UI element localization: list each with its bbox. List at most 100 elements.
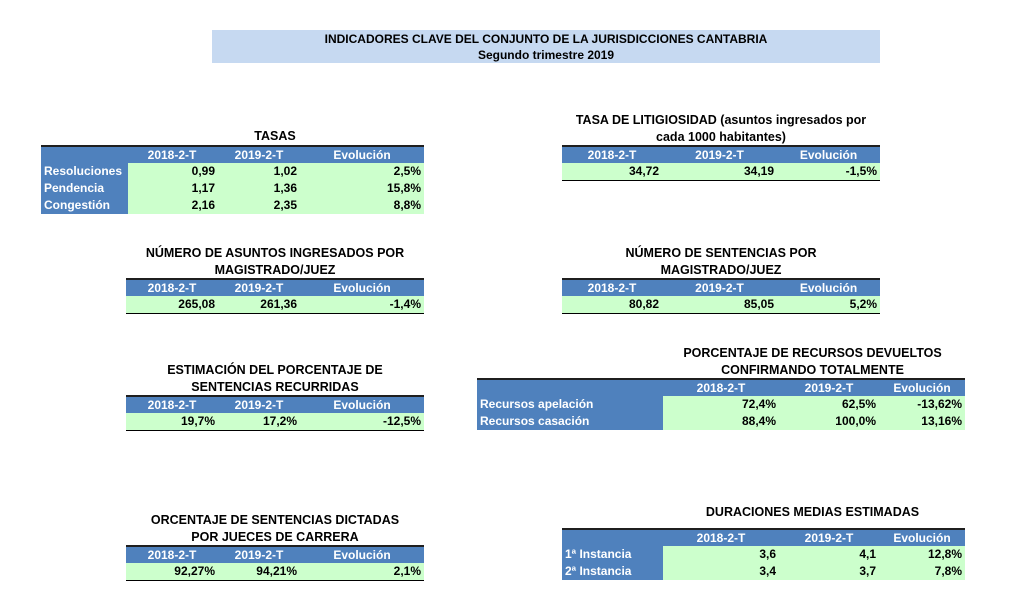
cell-evolucion: 2,5% <box>300 163 424 180</box>
cell-evolucion: -1,4% <box>300 296 424 313</box>
col-2018: 2018-2-T <box>147 548 197 562</box>
col-evolucion: Evolución <box>893 531 951 545</box>
table-row: 265,08 261,36 -1,4% <box>126 296 424 314</box>
col-2019: 2019-2-T <box>234 281 284 295</box>
col-2019: 2019-2-T <box>234 148 284 162</box>
ingresados-title-line1: NÚMERO DE ASUNTOS INGRESADOS POR <box>145 246 405 260</box>
table-row: 2ª Instancia 3,4 3,7 7,8% <box>562 563 965 580</box>
row-label: Congestión <box>41 197 128 214</box>
recursos-title-line1: PORCENTAJE DE RECURSOS DEVUELTOS <box>683 346 942 360</box>
col-2019: 2019-2-T <box>804 531 854 545</box>
ingresados-title: NÚMERO DE ASUNTOS INGRESADOS POR MAGISTR… <box>126 245 424 279</box>
cell-2019: 1,36 <box>218 180 300 197</box>
recurridas-title-line2: SENTENCIAS RECURRIDAS <box>191 380 359 394</box>
col-2018: 2018-2-T <box>696 381 746 395</box>
sentencias-title-line1: NÚMERO DE SENTENCIAS POR <box>625 246 817 260</box>
table-row: Congestión 2,16 2,35 8,8% <box>41 197 424 214</box>
col-evolucion: Evolución <box>333 398 391 412</box>
table-row: 92,27% 94,21% 2,1% <box>126 563 424 581</box>
recursos-header-row: 2018-2-T 2019-2-T Evolución <box>477 378 965 396</box>
cell-2018: 0,99 <box>128 163 218 180</box>
table-row: 80,82 85,05 5,2% <box>562 296 880 314</box>
report-subtitle: Segundo trimestre 2019 <box>477 48 615 62</box>
recursos-title-line2: CONFIRMANDO TOTALMENTE <box>721 363 904 377</box>
col-evolucion: Evolución <box>799 148 858 162</box>
col-2019: 2019-2-T <box>695 148 744 162</box>
sentencias-title-line2: MAGISTRADO/JUEZ <box>660 263 782 277</box>
col-2019: 2019-2-T <box>804 381 854 395</box>
col-evolucion: Evolución <box>893 381 951 395</box>
report-header: INDICADORES CLAVE DEL CONJUNTO DE LA JUR… <box>212 30 880 63</box>
row-label: 2ª Instancia <box>562 563 663 580</box>
cell-2019: 34,19 <box>662 163 777 180</box>
table-row: Recursos apelación 72,4% 62,5% -13,62% <box>477 396 965 413</box>
cell-2019: 2,35 <box>218 197 300 214</box>
cell-evolucion: -13,62% <box>879 396 965 413</box>
cell-2018: 3,4 <box>663 563 779 580</box>
ingresados-header-row: 2018-2-T 2019-2-T Evolución <box>126 278 424 296</box>
col-2019: 2019-2-T <box>234 398 284 412</box>
cell-2018: 80,82 <box>562 296 662 313</box>
recurridas-header-row: 2018-2-T 2019-2-T Evolución <box>126 395 424 413</box>
cell-2018: 34,72 <box>562 163 662 180</box>
col-2018: 2018-2-T <box>696 531 746 545</box>
litigiosidad-title: TASA DE LITIGIOSIDAD (asuntos ingresados… <box>561 112 881 146</box>
cell-evolucion: 13,16% <box>879 413 965 430</box>
table-row: Pendencia 1,17 1,36 15,8% <box>41 180 424 197</box>
cell-2018: 1,17 <box>128 180 218 197</box>
col-evolucion: Evolución <box>333 281 391 295</box>
table-row: 34,72 34,19 -1,5% <box>562 163 880 181</box>
tasas-header-row: 2018-2-T 2019-2-T Evolución <box>41 145 424 163</box>
cell-2018: 19,7% <box>126 413 218 430</box>
duraciones-header-row: 2018-2-T 2019-2-T Evolución <box>562 528 965 546</box>
table-row: 1ª Instancia 3,6 4,1 12,8% <box>562 546 965 563</box>
cell-evolucion: 7,8% <box>879 563 965 580</box>
litigiosidad-title-line1: TASA DE LITIGIOSIDAD (asuntos ingresados… <box>575 113 867 127</box>
litigiosidad-header-row: 2018-2-T 2019-2-T Evolución <box>562 145 880 163</box>
ingresados-title-line2: MAGISTRADO/JUEZ <box>214 263 336 277</box>
cell-2019: 100,0% <box>779 413 879 430</box>
report-title: INDICADORES CLAVE DEL CONJUNTO DE LA JUR… <box>324 32 768 46</box>
table-row: Recursos casación 88,4% 100,0% 13,16% <box>477 413 965 430</box>
cell-evolucion: 5,2% <box>777 296 880 313</box>
table-row: Resoluciones 0,99 1,02 2,5% <box>41 163 424 180</box>
cell-2018: 265,08 <box>126 296 218 313</box>
col-evolucion: Evolución <box>333 548 391 562</box>
cell-2019: 62,5% <box>779 396 879 413</box>
carrera-title: ORCENTAJE DE SENTENCIAS DICTADAS POR JUE… <box>126 512 424 546</box>
recursos-title: PORCENTAJE DE RECURSOS DEVUELTOS CONFIRM… <box>660 345 965 379</box>
cell-2019: 4,1 <box>779 546 879 563</box>
cell-2019: 3,7 <box>779 563 879 580</box>
duraciones-title: DURACIONES MEDIAS ESTIMADAS <box>705 505 920 519</box>
cell-2018: 2,16 <box>128 197 218 214</box>
tasas-title: TASAS <box>254 129 296 143</box>
row-label: 1ª Instancia <box>562 546 663 563</box>
row-label: Recursos casación <box>477 413 663 430</box>
litigiosidad-title-line2: cada 1000 habitantes) <box>656 130 786 144</box>
carrera-title-line1: ORCENTAJE DE SENTENCIAS DICTADAS <box>150 513 400 527</box>
col-2019: 2019-2-T <box>695 281 744 295</box>
cell-2018: 72,4% <box>663 396 779 413</box>
cell-evolucion: 12,8% <box>879 546 965 563</box>
cell-2018: 88,4% <box>663 413 779 430</box>
cell-2019: 1,02 <box>218 163 300 180</box>
cell-evolucion: 8,8% <box>300 197 424 214</box>
col-2018: 2018-2-T <box>587 148 637 162</box>
sentencias-title: NÚMERO DE SENTENCIAS POR MAGISTRADO/JUEZ <box>562 245 880 279</box>
table-row: 19,7% 17,2% -12,5% <box>126 413 424 431</box>
recurridas-title-line1: ESTIMACIÓN DEL PORCENTAJE DE <box>167 363 383 377</box>
col-evolucion: Evolución <box>799 281 858 295</box>
col-evolucion: Evolución <box>333 148 391 162</box>
sentencias-header-row: 2018-2-T 2019-2-T Evolución <box>562 278 880 296</box>
cell-2019: 94,21% <box>218 563 300 580</box>
col-2018: 2018-2-T <box>587 281 637 295</box>
cell-2018: 3,6 <box>663 546 779 563</box>
cell-evolucion: -12,5% <box>300 413 424 430</box>
cell-evolucion: 15,8% <box>300 180 424 197</box>
cell-2019: 85,05 <box>662 296 777 313</box>
cell-2019: 261,36 <box>218 296 300 313</box>
cell-evolucion: -1,5% <box>777 163 880 180</box>
cell-2019: 17,2% <box>218 413 300 430</box>
col-2018: 2018-2-T <box>147 281 197 295</box>
carrera-header-row: 2018-2-T 2019-2-T Evolución <box>126 545 424 563</box>
